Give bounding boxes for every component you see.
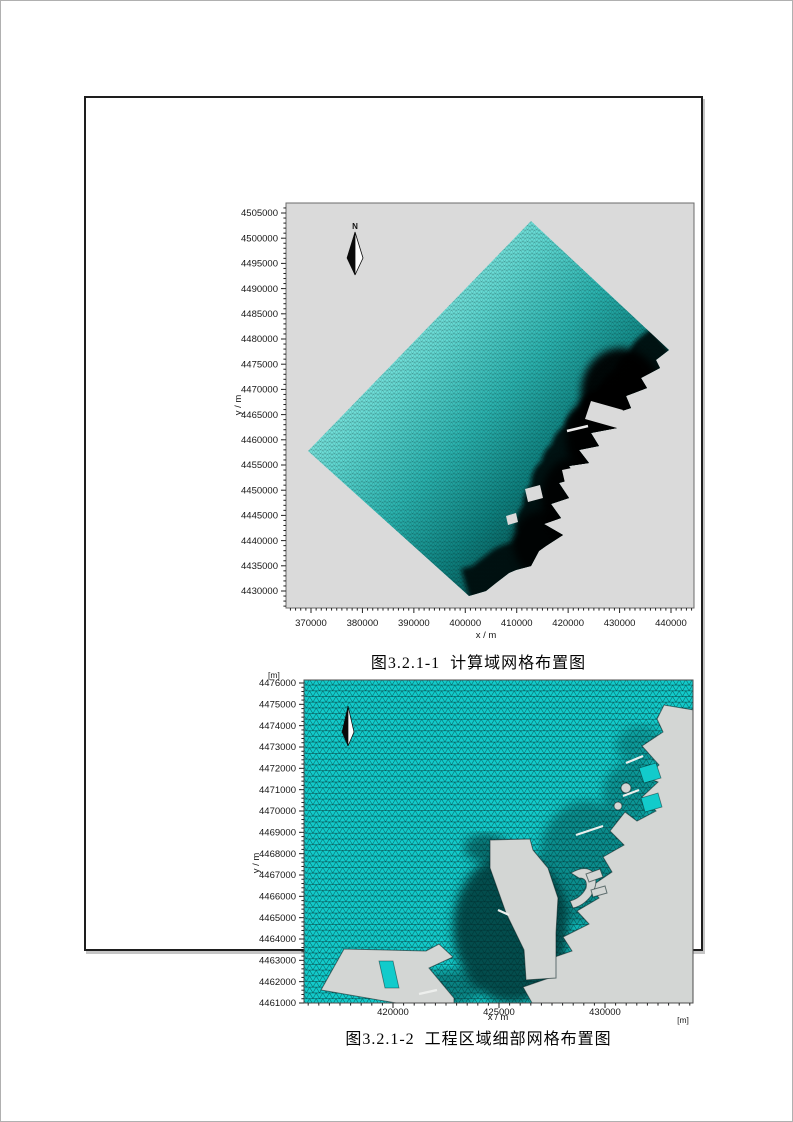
north-letter: N (352, 222, 358, 231)
fig2-unit-label-bottom: [m] (677, 1015, 689, 1025)
tick-label: 4464000 (259, 934, 296, 945)
tick-label: 4472000 (259, 764, 296, 775)
tick-label: 4475000 (241, 359, 278, 370)
tick-label: 420000 (552, 618, 584, 629)
fig1-axes: 4505000 4500000 4495000 4490000 4485000 44800… (241, 207, 693, 629)
tick-label: 4473000 (259, 742, 296, 753)
land-pier (585, 868, 604, 883)
land-islet (620, 782, 632, 794)
tick-label: 4430000 (241, 586, 278, 597)
tick-label: 4505000 (241, 208, 278, 219)
fig1-mesh-texture (308, 221, 669, 596)
tick-label: 4490000 (241, 284, 278, 295)
north-arrow-icon (341, 705, 355, 747)
tick-label: 4467000 (259, 870, 296, 881)
north-arrow-icon: N (346, 222, 364, 276)
land-islet (613, 801, 623, 811)
tick-label: 4471000 (259, 785, 296, 796)
tick-label: 380000 (347, 618, 379, 629)
tick-label: 4469000 (259, 828, 296, 839)
tick-label: 4476000 (259, 678, 296, 689)
tick-label: 400000 (449, 618, 481, 629)
fig1-y-axis-label: y / m (233, 395, 244, 416)
tick-label: 4495000 (241, 259, 278, 270)
figure-table-cell: N 4505000 4500000 4495000 4490000 4485000 448… (84, 96, 703, 1048)
tick-label: 4466000 (259, 892, 296, 903)
tick-label: 420000 (377, 1007, 409, 1018)
tick-label: 370000 (295, 618, 327, 629)
tick-label: 4461000 (259, 998, 296, 1009)
tick-label: 4465000 (241, 410, 278, 421)
fig2-breakwater-lines (418, 754, 644, 996)
fig2-y-axis-label: y / m (251, 853, 262, 874)
fig2-axes: 4476000 4475000 4474000 4473000 4472000 44710… (259, 678, 691, 1018)
fig1-breakwater-line (566, 424, 589, 433)
land-pier (590, 885, 608, 898)
tick-label: 440000 (655, 618, 687, 629)
fig2-plot-content (304, 680, 693, 1003)
fig2-land-areas (320, 704, 693, 1003)
tick-label: 4485000 (241, 309, 278, 320)
tick-label: 430000 (589, 1007, 621, 1018)
land-center-breakwater (489, 838, 559, 981)
tick-label: 390000 (398, 618, 430, 629)
figure2-caption: 图3.2.1-2 工程区域细部网格布置图 (345, 1031, 612, 1048)
fig1-land-cutouts (506, 401, 623, 525)
tick-label: 4475000 (259, 700, 296, 711)
tick-label: 4450000 (241, 485, 278, 496)
tick-label: 4470000 (241, 385, 278, 396)
tick-label: 4465000 (259, 913, 296, 924)
tick-label: 4445000 (241, 511, 278, 522)
fig2-unit-label-top: [m] (268, 670, 280, 680)
tick-label: 4460000 (241, 435, 278, 446)
tick-label: 4455000 (241, 460, 278, 471)
tick-label: 4462000 (259, 977, 296, 988)
tick-label: 4435000 (241, 561, 278, 572)
fig1-plot-frame (285, 202, 695, 609)
figure1-mesh-plot: N 4505000 4500000 4495000 4490000 4485000 448… (233, 202, 695, 641)
figure1-caption: 图3.2.1-1 计算域网格布置图 (370, 655, 587, 672)
tick-label: 425000 (483, 1007, 515, 1018)
fig1-x-axis-label: x / m (476, 630, 497, 641)
fig2-x-axis-label: x / m (488, 1012, 509, 1023)
figure2-mesh-plot: 4476000 4475000 4474000 4473000 4472000 44710… (251, 670, 694, 1025)
tick-label: 4500000 (241, 233, 278, 244)
fig2-harbor-basins (378, 762, 663, 989)
tick-label: 430000 (604, 618, 636, 629)
tick-label: 410000 (501, 618, 533, 629)
tick-label: 4440000 (241, 536, 278, 547)
tick-label: 4468000 (259, 849, 296, 860)
tick-label: 4470000 (259, 806, 296, 817)
tick-label: 4480000 (241, 334, 278, 345)
tick-label: 4463000 (259, 956, 296, 967)
tick-label: 4474000 (259, 721, 296, 732)
